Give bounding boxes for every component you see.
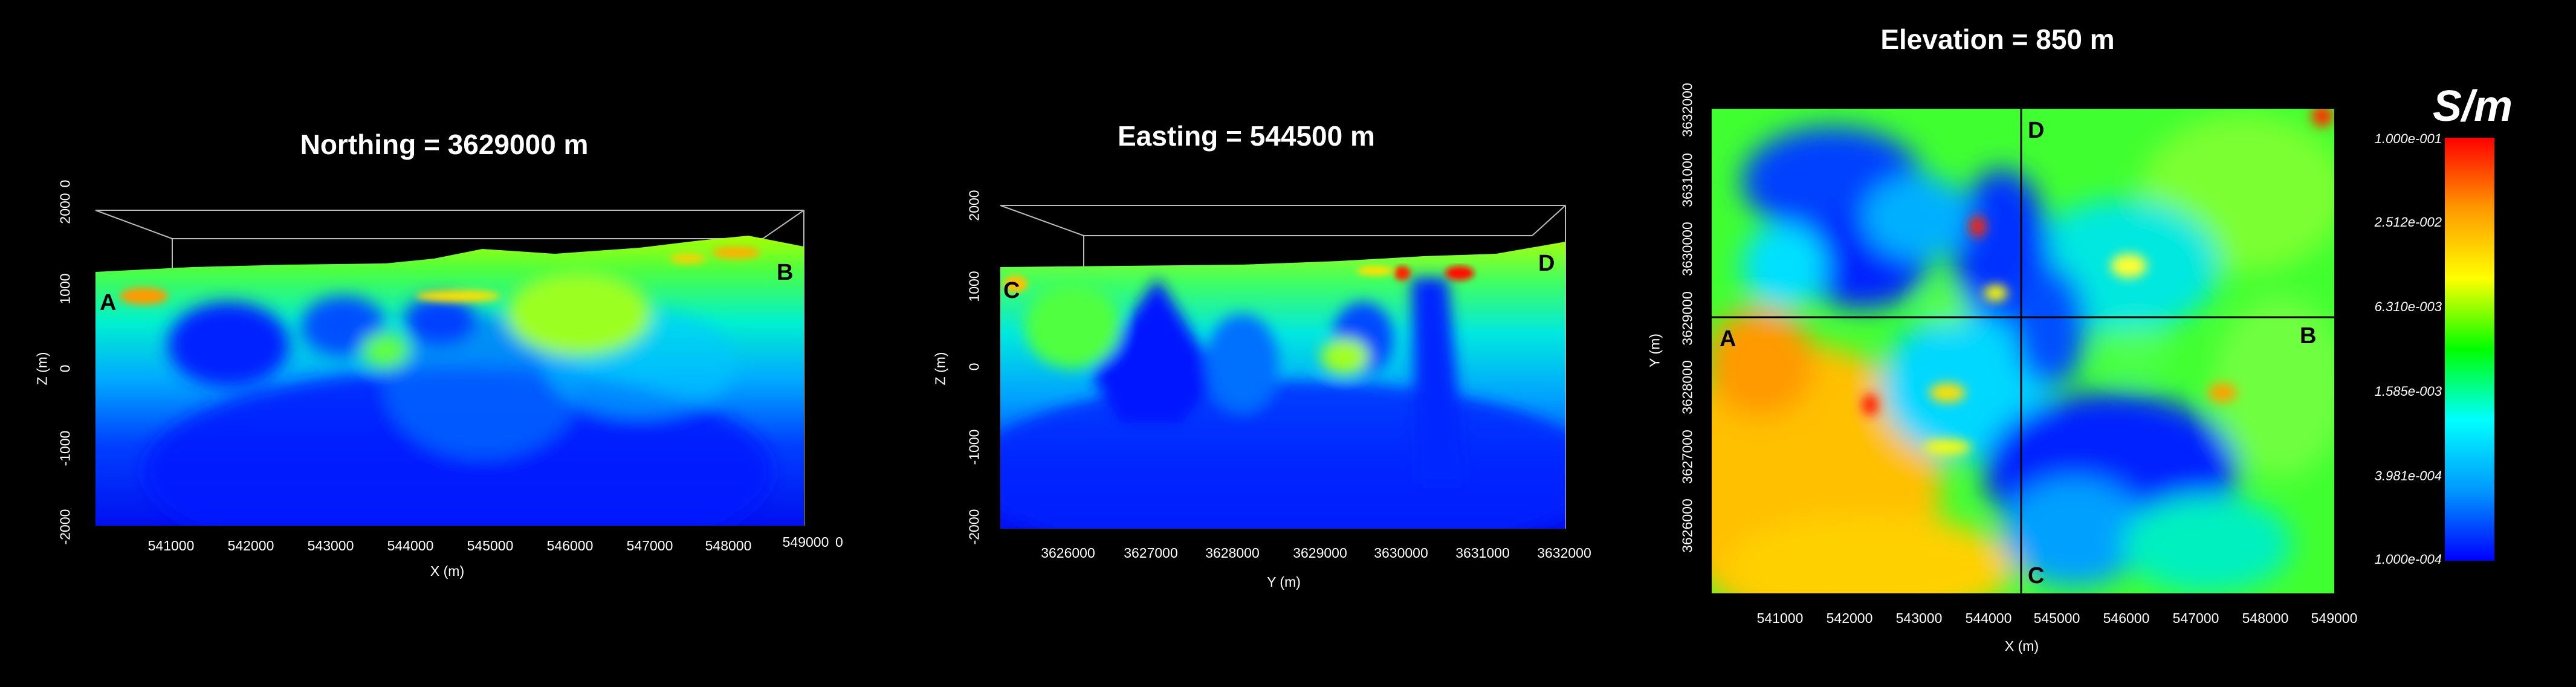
stray-label: 0 <box>835 534 843 550</box>
x-tick: 545000 <box>467 538 514 553</box>
x-tick: 549000 <box>782 534 829 550</box>
x-tick: 3629000 <box>1293 545 1347 561</box>
x-tick: 3626000 <box>1041 545 1095 561</box>
easting-box-outline <box>1000 205 1566 529</box>
x-tick: 546000 <box>546 538 594 553</box>
y-tick: 1000 <box>966 271 982 302</box>
northing-section-plot <box>95 230 804 526</box>
colorbar-label: 6.310e-003 <box>2374 299 2442 314</box>
x-axis-label: X (m) <box>2004 638 2039 654</box>
colorbar-label: 1.000e-001 <box>2374 131 2442 146</box>
colorbar-label: 1.585e-003 <box>2374 384 2442 399</box>
easting-section-title: Easting = 544500 m <box>1118 120 1375 152</box>
northing-section-title: Northing = 3629000 m <box>300 129 589 160</box>
y-tick: 3632000 <box>1679 83 1695 137</box>
elevation-slice-title: Elevation = 850 m <box>1880 24 2115 55</box>
x-tick: 3631000 <box>1455 545 1510 561</box>
y-tick: 3630000 <box>1679 222 1695 276</box>
marker-d: D <box>1538 251 1555 276</box>
marker-c: C <box>2028 563 2045 589</box>
x-tick: 543000 <box>307 538 354 553</box>
marker-a: A <box>1720 326 1736 352</box>
x-axis-label: Y (m) <box>1267 574 1301 590</box>
marker-a: A <box>100 290 117 315</box>
x-tick: 548000 <box>705 538 752 553</box>
colorbar-label: 1.000e-004 <box>2374 552 2442 567</box>
colorbar-gradient <box>2445 138 2494 561</box>
x-tick: 544000 <box>387 538 434 553</box>
y-tick: 2000 <box>966 190 982 221</box>
x-tick: 3632000 <box>1537 545 1591 561</box>
x-tick: 544000 <box>1965 610 2012 626</box>
marker-b: B <box>2300 323 2317 349</box>
y-axis-label: Z (m) <box>932 352 948 385</box>
y-tick: 3626000 <box>1679 498 1695 553</box>
marker-b: B <box>777 260 794 285</box>
y-tick: 3627000 <box>1679 430 1695 484</box>
northing-box-outline <box>95 210 804 526</box>
colorbar-label: 2.512e-002 <box>2374 214 2442 230</box>
x-tick: 542000 <box>227 538 274 553</box>
x-tick: 541000 <box>147 538 195 553</box>
y-tick: 0 <box>966 363 982 371</box>
marker-c: C <box>1003 278 1020 303</box>
x-tick: 541000 <box>1756 610 1804 626</box>
y-tick: 3629000 <box>1679 291 1695 346</box>
y-tick: 3628000 <box>1679 360 1695 414</box>
x-tick: 549000 <box>2311 610 2358 626</box>
x-tick: 548000 <box>2242 610 2289 626</box>
x-tick: 3627000 <box>1124 545 1178 561</box>
marker-d: D <box>2028 118 2045 143</box>
elevation-slice-plot <box>1712 109 2334 593</box>
x-tick: 547000 <box>2172 610 2219 626</box>
colorbar-label: 3.981e-004 <box>2374 468 2442 483</box>
x-tick: 3630000 <box>1374 545 1428 561</box>
x-axis-label: X (m) <box>430 563 465 579</box>
x-tick: 542000 <box>1826 610 1873 626</box>
colorbar-unit: S/m <box>2433 82 2513 131</box>
easting-section-plot <box>1000 230 1565 529</box>
y-tick: 3631000 <box>1679 153 1695 207</box>
x-tick: 547000 <box>626 538 673 553</box>
x-tick: 543000 <box>1895 610 1943 626</box>
x-tick: 3628000 <box>1205 545 1260 561</box>
y-axis-label: Y (m) <box>1646 334 1663 367</box>
y-tick: -2000 <box>966 509 982 545</box>
x-tick: 546000 <box>2103 610 2150 626</box>
x-tick: 545000 <box>2033 610 2080 626</box>
y-tick: -1000 <box>966 429 982 465</box>
